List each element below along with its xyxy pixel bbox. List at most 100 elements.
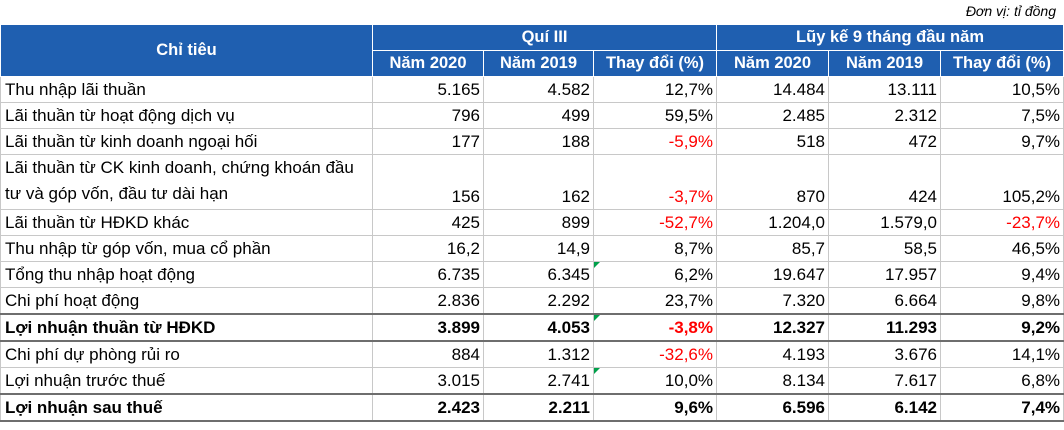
cell-q3-change: -3,7% — [593, 154, 718, 210]
cell-9m-change: 7,4% — [940, 394, 1064, 422]
cell-q3-2020: 425 — [372, 209, 484, 236]
header-9m-change: Thay đổi (%) — [940, 50, 1064, 77]
cell-q3-2019: 4.053 — [483, 314, 594, 342]
table-row: Chi phí dự phòng rủi ro 884 1.312 -32,6%… — [0, 341, 1064, 368]
cell-9m-2020: 870 — [716, 154, 830, 210]
table-row: Thu nhập từ góp vốn, mua cổ phần 16,2 14… — [0, 235, 1064, 262]
table-row: Lãi thuần từ CK kinh doanh, chứng khoán … — [0, 154, 1064, 210]
cell-9m-change: 10,5% — [940, 76, 1064, 103]
cell-q3-2019: 2.211 — [483, 394, 594, 422]
row-label: Lãi thuần từ HĐKD khác — [0, 209, 373, 236]
cell-q3-2019: 4.582 — [483, 76, 594, 103]
cell-q3-change: 23,7% — [593, 287, 718, 315]
cell-q3-change-value: 6,2% — [674, 264, 714, 284]
cell-9m-2019: 1.579,0 — [828, 209, 942, 236]
cell-9m-2020: 14.484 — [716, 76, 830, 103]
cell-9m-change: 6,8% — [940, 367, 1064, 395]
header-9m-2019: Năm 2019 — [828, 50, 942, 77]
cell-9m-2020: 1.204,0 — [716, 209, 830, 236]
cell-q3-2020: 5.165 — [372, 76, 484, 103]
cell-9m-2019: 7.617 — [828, 367, 942, 395]
cell-q3-2019: 6.345 — [483, 261, 594, 288]
cell-q3-2020: 6.735 — [372, 261, 484, 288]
header-q3-2019: Năm 2019 — [483, 50, 594, 77]
cell-q3-change: 9,6% — [593, 394, 718, 422]
header-group-9m: Lũy kế 9 tháng đầu năm — [716, 24, 1064, 51]
row-label: Thu nhập từ góp vốn, mua cổ phần — [0, 235, 373, 262]
cell-q3-2020: 3.899 — [372, 314, 484, 342]
cell-9m-change: 9,8% — [940, 287, 1064, 315]
header-group-q3: Quí III — [371, 24, 718, 51]
table-row: Lãi thuần từ hoạt động dịch vụ 796 499 5… — [0, 102, 1064, 129]
row-label: Chi phí hoạt động — [0, 287, 373, 315]
cell-9m-change: 9,2% — [940, 314, 1064, 342]
cell-9m-2020: 85,7 — [716, 235, 830, 262]
cell-9m-2019: 58,5 — [828, 235, 942, 262]
indicator-marker — [594, 368, 600, 374]
cell-q3-change-value: -3,8% — [668, 317, 714, 337]
cell-q3-change: -3,8% — [593, 314, 718, 342]
cell-9m-change: 9,7% — [940, 128, 1064, 155]
cell-9m-2020: 518 — [716, 128, 830, 155]
row-label: Lãi thuần từ CK kinh doanh, chứng khoán … — [0, 154, 373, 210]
cell-q3-change-value: 10,0% — [664, 370, 714, 390]
cell-q3-change: -5,9% — [593, 128, 718, 155]
cell-9m-2019: 424 — [828, 154, 942, 210]
cell-9m-2020: 6.596 — [716, 394, 830, 422]
cell-q3-change: 8,7% — [593, 235, 718, 262]
cell-q3-change: 12,7% — [593, 76, 718, 103]
cell-9m-2020: 2.485 — [716, 102, 830, 129]
row-label: Thu nhập lãi thuần — [0, 76, 373, 103]
header-indicator: Chỉ tiêu — [0, 24, 373, 77]
row-label: Lợi nhuận trước thuế — [0, 367, 373, 395]
table-row: Chi phí hoạt động 2.836 2.292 23,7% 7.32… — [0, 287, 1064, 315]
cell-9m-2020: 12.327 — [716, 314, 830, 342]
cell-9m-change: 105,2% — [940, 154, 1064, 210]
cell-9m-2019: 17.957 — [828, 261, 942, 288]
header-q3-2020: Năm 2020 — [372, 50, 484, 77]
row-label: Tổng thu nhập hoạt động — [0, 261, 373, 288]
table-row: Lãi thuần từ HĐKD khác 425 899 -52,7% 1.… — [0, 209, 1064, 236]
cell-9m-2020: 19.647 — [716, 261, 830, 288]
table-row: Tổng thu nhập hoạt động 6.735 6.345 6,2%… — [0, 261, 1064, 288]
cell-q3-2019: 162 — [483, 154, 594, 210]
table-row: Lợi nhuận trước thuế 3.015 2.741 10,0% 8… — [0, 367, 1064, 395]
row-label: Lợi nhuận thuần từ HĐKD — [0, 314, 373, 342]
unit-note: Đơn vị: tỉ đồng — [965, 3, 1056, 19]
table-row: Lãi thuần từ kinh doanh ngoại hối 177 18… — [0, 128, 1064, 155]
cell-q3-2020: 2.423 — [372, 394, 484, 422]
cell-9m-change: 7,5% — [940, 102, 1064, 129]
cell-9m-2020: 8.134 — [716, 367, 830, 395]
financial-table: Chỉ tiêu Quí III Lũy kế 9 tháng đầu năm … — [0, 24, 1064, 422]
cell-9m-change: 9,4% — [940, 261, 1064, 288]
cell-q3-change: 6,2% — [593, 261, 718, 288]
cell-9m-2019: 11.293 — [828, 314, 942, 342]
indicator-marker — [594, 315, 600, 321]
cell-q3-2020: 3.015 — [372, 367, 484, 395]
table-row: Thu nhập lãi thuần 5.165 4.582 12,7% 14.… — [0, 76, 1064, 103]
cell-q3-2019: 2.741 — [483, 367, 594, 395]
cell-9m-2019: 6.664 — [828, 287, 942, 315]
cell-q3-2019: 899 — [483, 209, 594, 236]
cell-q3-2019: 2.292 — [483, 287, 594, 315]
cell-9m-2019: 472 — [828, 128, 942, 155]
row-label: Chi phí dự phòng rủi ro — [0, 341, 373, 368]
cell-q3-2020: 2.836 — [372, 287, 484, 315]
cell-q3-change: -52,7% — [593, 209, 718, 236]
cell-q3-2019: 499 — [483, 102, 594, 129]
cell-q3-change: 59,5% — [593, 102, 718, 129]
cell-q3-2020: 884 — [372, 341, 484, 368]
cell-9m-2020: 7.320 — [716, 287, 830, 315]
row-label: Lợi nhuận sau thuế — [0, 394, 373, 422]
cell-9m-2020: 4.193 — [716, 341, 830, 368]
cell-q3-2019: 14,9 — [483, 235, 594, 262]
cell-9m-change: 14,1% — [940, 341, 1064, 368]
cell-q3-2020: 156 — [372, 154, 484, 210]
cell-9m-change: -23,7% — [940, 209, 1064, 236]
cell-9m-change: 46,5% — [940, 235, 1064, 262]
cell-q3-2019: 1.312 — [483, 341, 594, 368]
indicator-marker — [594, 262, 600, 268]
cell-q3-change: -32,6% — [593, 341, 718, 368]
table-row: Lợi nhuận sau thuế 2.423 2.211 9,6% 6.59… — [0, 394, 1064, 422]
cell-9m-2019: 6.142 — [828, 394, 942, 422]
